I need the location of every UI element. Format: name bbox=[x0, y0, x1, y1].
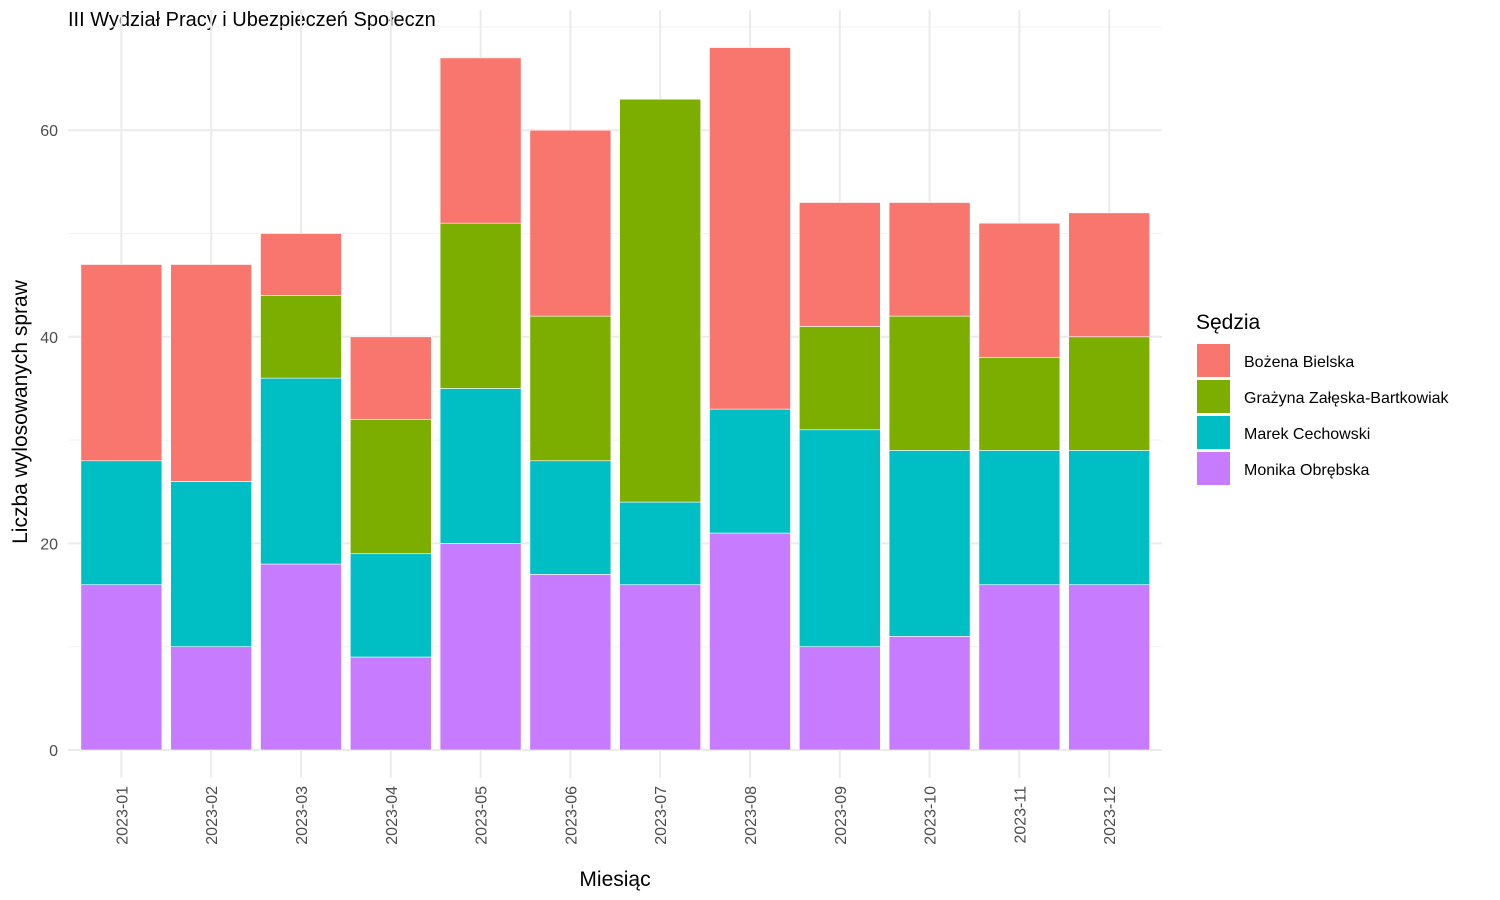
y-axis-ticks: 0 20 40 60 bbox=[40, 123, 58, 760]
bar-segment bbox=[80, 460, 163, 586]
bar-segment bbox=[529, 574, 612, 751]
x-tick-label: 2023-10 bbox=[923, 786, 940, 845]
bars bbox=[80, 47, 1150, 751]
x-tick-label: 2023-03 bbox=[294, 786, 311, 845]
y-tick-label: 0 bbox=[49, 743, 58, 760]
x-tick-label: 2023-11 bbox=[1012, 786, 1029, 844]
bar-segment bbox=[349, 656, 432, 751]
bar-segment bbox=[798, 202, 881, 327]
bar-segment bbox=[619, 584, 702, 751]
bar-segment bbox=[439, 57, 522, 224]
bar-segment bbox=[170, 481, 252, 648]
x-tick-label: 2023-12 bbox=[1102, 786, 1119, 845]
bar-segment bbox=[170, 264, 252, 482]
y-tick-label: 20 bbox=[40, 536, 58, 553]
legend-swatch bbox=[1197, 344, 1230, 377]
x-tick-label: 2023-02 bbox=[204, 786, 221, 845]
bar-segment bbox=[529, 460, 612, 575]
legend-label: Monika Obrębska bbox=[1244, 462, 1369, 479]
x-tick-label: 2023-08 bbox=[743, 786, 760, 845]
bar-segment bbox=[978, 222, 1061, 358]
bar-segment bbox=[349, 419, 432, 555]
bar-segment bbox=[260, 563, 342, 751]
bar-segment bbox=[798, 429, 881, 647]
bar-segment bbox=[260, 295, 342, 379]
bar-segment bbox=[439, 222, 522, 389]
bar-segment bbox=[1068, 450, 1150, 586]
bar-segment bbox=[80, 584, 163, 751]
y-tick-label: 60 bbox=[40, 123, 58, 140]
x-tick-label: 2023-05 bbox=[474, 786, 491, 845]
x-axis-title: Miesiąc bbox=[579, 868, 650, 891]
bar-segment bbox=[978, 450, 1061, 586]
bar-segment bbox=[709, 408, 791, 534]
bar-segment bbox=[260, 233, 342, 296]
legend-swatch bbox=[1197, 452, 1230, 485]
y-axis-title: Liczba wylosowanych spraw bbox=[9, 279, 32, 544]
chart-title: III Wydział Pracy i Ubezpieczeń Społeczn bbox=[68, 9, 436, 31]
bar-segment bbox=[349, 336, 432, 420]
legend-label: Bożena Bielska bbox=[1244, 354, 1354, 371]
x-tick-label: 2023-01 bbox=[114, 786, 131, 845]
legend: Sędzia Bożena Bielska Grażyna Załęska-Bar… bbox=[1196, 311, 1450, 485]
bar-segment bbox=[1068, 336, 1150, 451]
bar-segment bbox=[1068, 584, 1150, 751]
bar-segment bbox=[439, 543, 522, 751]
legend-title: Sędzia bbox=[1196, 311, 1261, 334]
x-tick-label: 2023-06 bbox=[563, 786, 580, 845]
legend-label: Grażyna Załęska-Bartkowiak bbox=[1244, 390, 1450, 407]
bar-segment bbox=[1068, 212, 1150, 338]
bar-segment bbox=[978, 584, 1061, 751]
x-tick-label: 2023-07 bbox=[653, 786, 670, 845]
bar-segment bbox=[439, 388, 522, 544]
bar-segment bbox=[978, 357, 1061, 451]
bar-segment bbox=[888, 202, 971, 317]
bar-segment bbox=[619, 98, 702, 503]
bar-segment bbox=[798, 326, 881, 431]
bar-segment bbox=[709, 532, 791, 751]
bar-segment bbox=[349, 553, 432, 658]
bar-segment bbox=[888, 315, 971, 451]
bar-segment bbox=[798, 646, 881, 751]
bar-segment bbox=[619, 501, 702, 586]
bar-segment bbox=[529, 129, 612, 317]
legend-swatch bbox=[1197, 380, 1230, 413]
x-tick-label: 2023-04 bbox=[384, 786, 401, 845]
y-tick-label: 40 bbox=[40, 330, 58, 347]
bar-segment bbox=[529, 315, 612, 462]
bar-segment bbox=[80, 264, 163, 462]
legend-label: Marek Cechowski bbox=[1244, 426, 1370, 443]
legend-swatch bbox=[1197, 416, 1230, 449]
bar-segment bbox=[709, 47, 791, 410]
bar-segment bbox=[260, 377, 342, 565]
x-axis-ticks: 2023-01 2023-02 2023-03 2023-04 2023-05 2023-… bbox=[114, 786, 1119, 845]
bar-segment bbox=[888, 636, 971, 751]
bar-segment bbox=[888, 450, 971, 637]
x-tick-label: 2023-09 bbox=[833, 786, 850, 845]
bar-segment bbox=[170, 646, 252, 751]
